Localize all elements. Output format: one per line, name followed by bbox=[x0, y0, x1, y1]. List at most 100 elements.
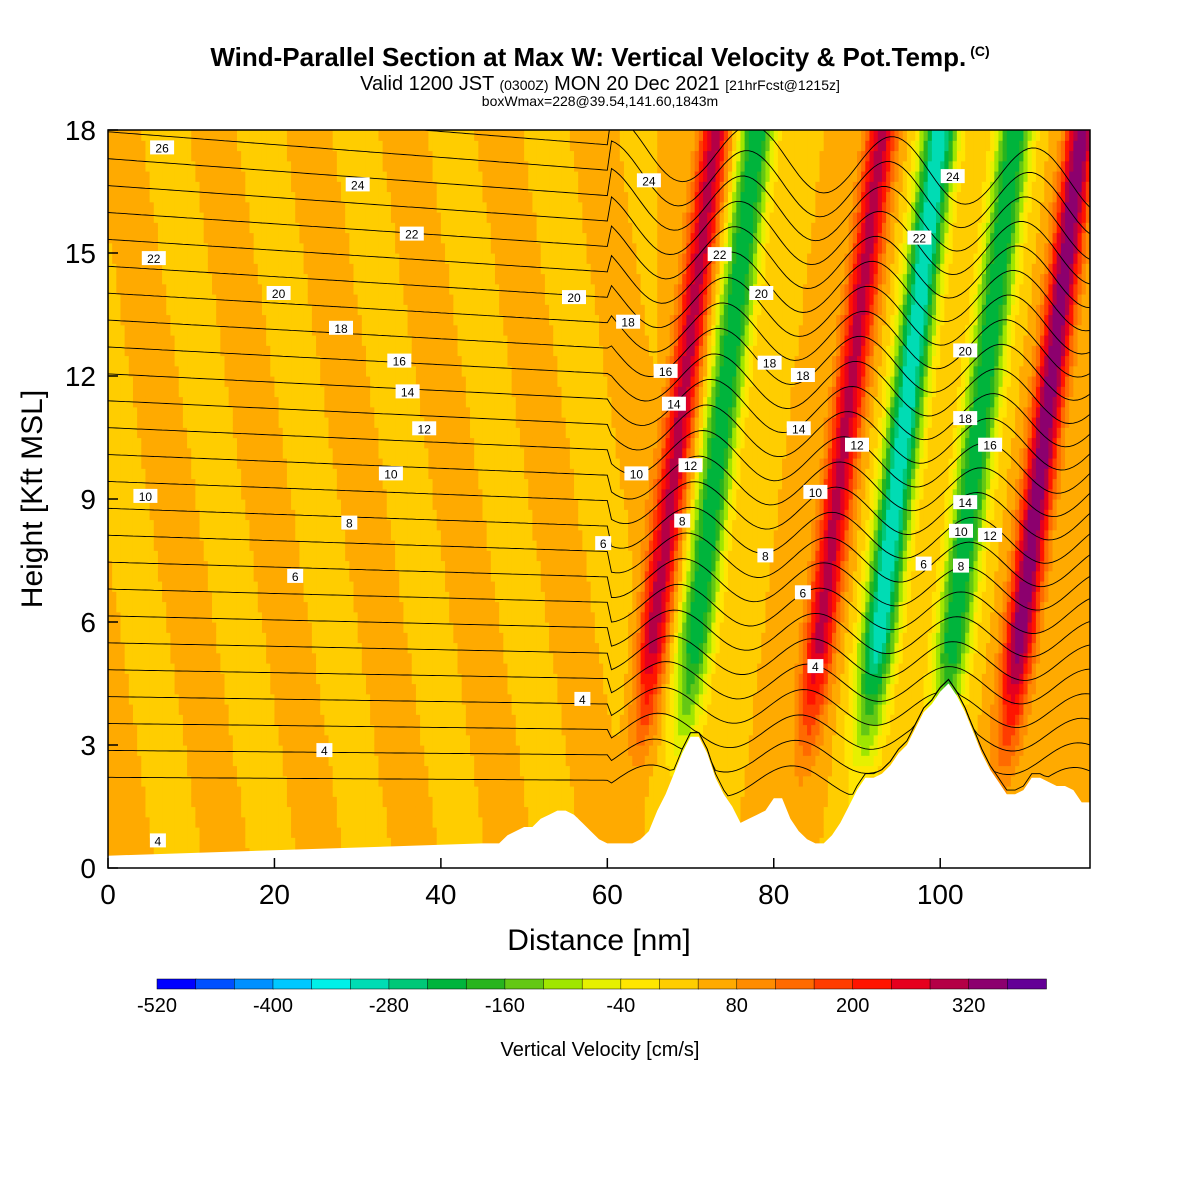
field-cell bbox=[191, 212, 196, 223]
field-cell bbox=[262, 704, 267, 715]
field-cell bbox=[200, 673, 205, 684]
field-cell bbox=[354, 612, 359, 623]
field-cell bbox=[341, 694, 346, 705]
field-cell bbox=[291, 776, 296, 787]
field-cell bbox=[170, 725, 175, 736]
field-cell bbox=[187, 335, 192, 346]
field-cell bbox=[133, 417, 138, 428]
field-cell bbox=[295, 766, 300, 777]
field-cell bbox=[374, 233, 379, 244]
field-cell bbox=[170, 602, 175, 613]
field-cell bbox=[150, 755, 155, 766]
field-cell bbox=[145, 202, 150, 213]
field-cell bbox=[233, 602, 238, 613]
field-cell bbox=[299, 140, 304, 151]
field-cell bbox=[383, 407, 388, 418]
field-cell bbox=[129, 591, 134, 602]
field-cell bbox=[283, 673, 288, 684]
field-cell bbox=[141, 284, 146, 295]
field-cell bbox=[212, 366, 217, 377]
field-cell bbox=[308, 745, 313, 756]
field-cell bbox=[162, 397, 167, 408]
field-cell bbox=[378, 202, 383, 213]
field-cell bbox=[120, 294, 125, 305]
field-cell bbox=[154, 684, 159, 695]
field-cell bbox=[266, 653, 271, 664]
field-cell bbox=[333, 827, 338, 838]
field-cell bbox=[158, 540, 163, 551]
field-cell bbox=[329, 561, 334, 572]
field-cell bbox=[374, 735, 379, 746]
field-cell bbox=[304, 827, 309, 838]
field-cell bbox=[266, 540, 271, 551]
field-cell bbox=[233, 233, 238, 244]
field-cell bbox=[254, 704, 259, 715]
field-cell bbox=[204, 356, 209, 367]
field-cell bbox=[200, 345, 205, 356]
field-cell bbox=[125, 325, 130, 336]
field-cell bbox=[337, 520, 342, 531]
field-cell bbox=[299, 417, 304, 428]
field-cell bbox=[287, 233, 292, 244]
field-cell bbox=[254, 192, 259, 203]
field-cell bbox=[187, 171, 192, 182]
field-cell bbox=[316, 397, 321, 408]
field-cell bbox=[187, 714, 192, 725]
field-cell bbox=[333, 304, 338, 315]
field-cell bbox=[179, 725, 184, 736]
field-cell bbox=[283, 632, 288, 643]
field-cell bbox=[229, 417, 234, 428]
field-cell bbox=[133, 673, 138, 684]
field-cell bbox=[245, 755, 250, 766]
field-cell bbox=[312, 140, 317, 151]
field-cell bbox=[254, 356, 259, 367]
field-cell bbox=[391, 714, 396, 725]
field-cell bbox=[295, 161, 300, 172]
field-cell bbox=[229, 386, 234, 397]
field-cell bbox=[304, 140, 309, 151]
field-cell bbox=[337, 745, 342, 756]
field-cell bbox=[254, 612, 259, 623]
field-cell bbox=[254, 766, 259, 777]
field-cell bbox=[133, 817, 138, 828]
field-cell bbox=[258, 304, 263, 315]
field-cell bbox=[245, 571, 250, 582]
field-cell bbox=[191, 837, 196, 848]
field-cell bbox=[212, 622, 217, 633]
field-cell bbox=[274, 315, 279, 326]
field-cell bbox=[370, 807, 375, 818]
field-cell bbox=[208, 438, 213, 449]
field-cell bbox=[170, 550, 175, 561]
field-cell bbox=[349, 755, 354, 766]
field-cell bbox=[154, 345, 159, 356]
field-cell bbox=[374, 171, 379, 182]
field-cell bbox=[358, 786, 363, 797]
field-cell bbox=[179, 786, 184, 797]
field-cell bbox=[208, 581, 213, 592]
field-cell bbox=[295, 335, 300, 346]
field-cell bbox=[395, 684, 400, 695]
field-cell bbox=[291, 202, 296, 213]
field-cell bbox=[133, 550, 138, 561]
field-cell bbox=[208, 448, 213, 459]
field-cell bbox=[387, 181, 392, 192]
field-cell bbox=[337, 161, 342, 172]
field-cell bbox=[266, 499, 271, 510]
field-cell bbox=[270, 714, 275, 725]
field-cell bbox=[349, 366, 354, 377]
field-cell bbox=[241, 745, 246, 756]
field-cell bbox=[141, 796, 146, 807]
field-cell bbox=[241, 755, 246, 766]
field-cell bbox=[241, 427, 246, 438]
field-cell bbox=[158, 591, 163, 602]
field-cell bbox=[237, 643, 242, 654]
field-cell bbox=[291, 366, 296, 377]
field-cell bbox=[212, 130, 217, 141]
field-cell bbox=[387, 376, 392, 387]
field-cell bbox=[387, 253, 392, 264]
field-cell bbox=[370, 509, 375, 520]
field-cell bbox=[166, 304, 171, 315]
field-cell bbox=[120, 274, 125, 285]
field-cell bbox=[279, 520, 284, 531]
field-cell bbox=[266, 509, 271, 520]
